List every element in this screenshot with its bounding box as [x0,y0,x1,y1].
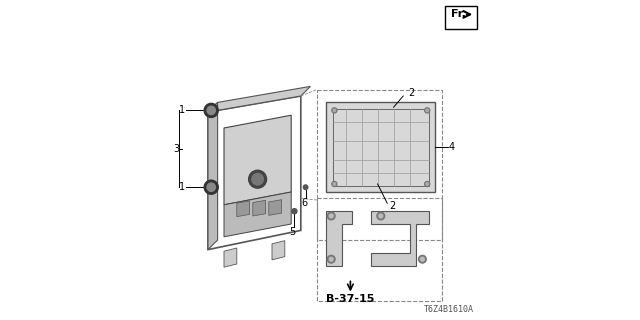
Circle shape [207,183,215,191]
Circle shape [332,108,337,113]
Circle shape [425,108,430,113]
Circle shape [426,183,429,185]
Text: 3: 3 [173,144,179,154]
Text: T6Z4B1610A: T6Z4B1610A [424,305,474,314]
Circle shape [292,209,297,214]
Circle shape [379,214,383,218]
Circle shape [330,257,333,261]
Text: 5: 5 [290,227,296,237]
Polygon shape [371,211,429,266]
Circle shape [328,255,335,263]
Circle shape [333,183,335,185]
Circle shape [333,109,335,112]
Polygon shape [253,200,266,216]
Circle shape [377,212,385,220]
Polygon shape [224,248,237,267]
Polygon shape [208,86,310,112]
Circle shape [249,170,267,188]
Text: 1: 1 [179,105,186,116]
Circle shape [303,185,308,189]
Circle shape [204,180,218,194]
Text: B-37-15: B-37-15 [326,294,374,304]
Polygon shape [445,6,477,29]
Polygon shape [224,192,291,237]
Circle shape [425,181,430,187]
Circle shape [419,255,426,263]
Circle shape [328,212,335,220]
Polygon shape [237,201,250,217]
Text: 1: 1 [179,182,186,192]
Circle shape [204,103,218,117]
Polygon shape [326,102,435,192]
Polygon shape [326,211,352,266]
Polygon shape [224,115,291,205]
Text: 6: 6 [301,198,307,208]
Text: Fr.: Fr. [451,9,466,20]
Text: 2: 2 [388,201,395,212]
Text: 4: 4 [448,142,454,152]
Circle shape [420,257,424,261]
Polygon shape [272,241,285,260]
Circle shape [252,173,264,185]
Polygon shape [269,200,282,215]
Circle shape [207,106,215,115]
Polygon shape [208,102,218,250]
Circle shape [330,214,333,218]
Text: 2: 2 [408,88,414,98]
Circle shape [426,109,429,112]
Circle shape [332,181,337,187]
